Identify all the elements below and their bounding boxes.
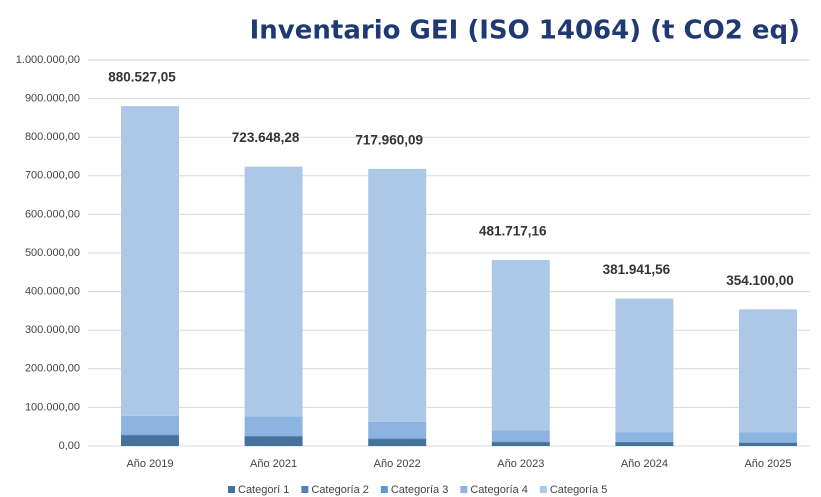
legend-swatch [460,486,468,493]
bar-segment [615,441,674,443]
y-tick-label: 900.000,00 [25,93,80,105]
y-tick-label: 0,00 [59,440,80,452]
bar-segment [368,439,427,446]
bar-segment [739,442,797,443]
bar-segment [121,106,179,416]
y-tick-label: 300.000,00 [25,324,80,336]
y-tick-label: 500.000,00 [25,247,80,259]
y-tick-label: 400.000,00 [25,286,80,298]
legend-swatch [539,486,547,493]
bar-segment [368,421,427,439]
bar-segment [615,432,674,442]
bar-segment [739,442,797,446]
legend-label: Categoría 4 [470,484,527,496]
bar-segment [121,434,179,436]
bar-segment [244,416,303,436]
bar-segment [739,432,797,443]
bar-segment [368,168,427,422]
y-tick-label: 700.000,00 [25,170,80,182]
legend-swatch [228,486,235,493]
legend-label: Categoría 5 [550,484,607,496]
total-label: 880.527,05 [108,70,176,85]
total-label: 717.960,09 [355,132,423,147]
total-label: 723.648,28 [232,130,300,145]
y-tick-label: 200.000,00 [25,363,80,375]
x-tick-label: Año 2024 [621,458,668,470]
legend-swatch [380,486,388,493]
x-tick-label: Año 2022 [374,458,421,470]
bar-segment [491,442,550,446]
chart-title: Inventario GEI (ISO 14064) (t CO2 eq) [250,16,800,46]
bar-segment [121,435,179,446]
bar-segment [244,436,303,446]
bar-segment [491,430,550,442]
bar-segment [491,260,550,431]
y-tick-label: 1.000.000,00 [16,54,80,66]
total-label: 381.941,56 [603,262,671,277]
legend-label: Categoría 2 [311,484,368,496]
bar-segment [615,442,674,446]
x-tick-label: Año 2021 [250,458,297,470]
total-label: 481.717,16 [479,224,547,239]
bar-segment [368,438,427,440]
legend-label: Categorí 1 [238,484,289,496]
bar-segment [739,309,797,433]
bar-segment [491,441,550,443]
x-tick-label: Año 2023 [497,458,544,470]
x-tick-label: Año 2019 [126,458,173,470]
bar-segment [244,435,303,437]
bar-segment [615,298,674,433]
legend-label: Categoría 3 [391,484,448,496]
x-tick-label: Año 2025 [744,458,791,470]
y-tick-label: 600.000,00 [25,208,80,220]
bar-segment [244,166,303,417]
legend-swatch [301,486,309,493]
y-tick-label: 100.000,00 [25,401,80,413]
bar-segment [121,415,179,435]
y-tick-label: 800.000,00 [25,131,80,143]
total-label: 354.100,00 [726,273,794,288]
